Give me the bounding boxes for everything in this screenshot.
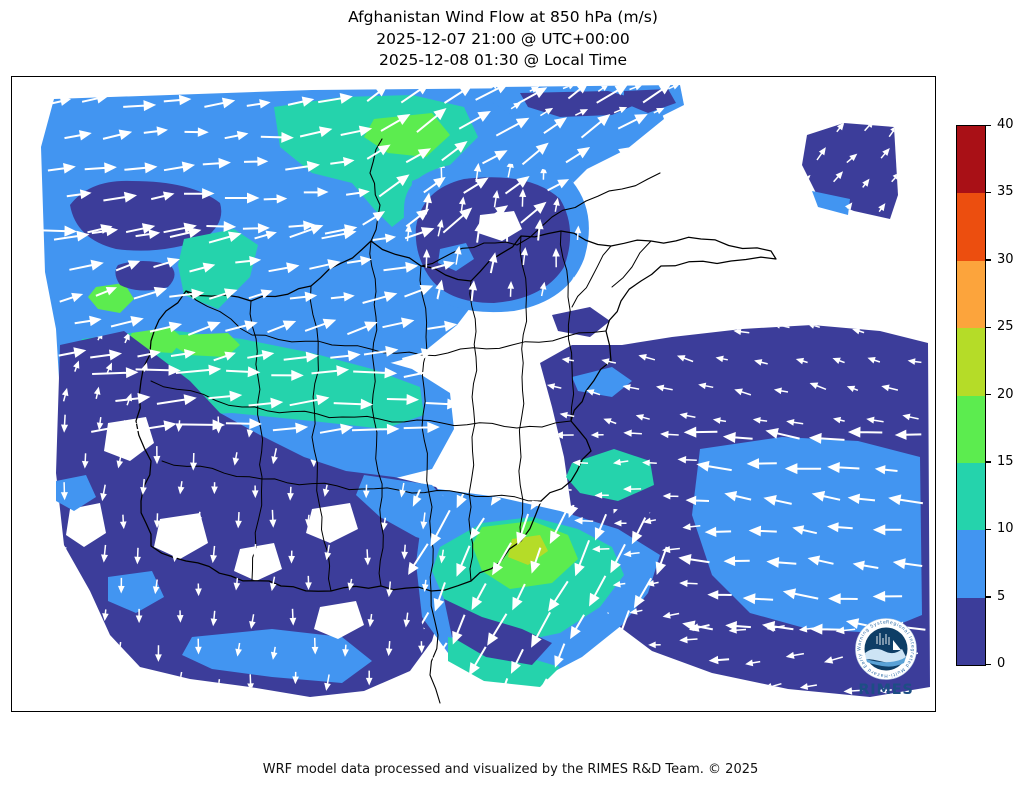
logo-seismograph-icon — [876, 633, 890, 645]
border-province-south-mid — [161, 460, 542, 502]
colorbar-ticklabel-40: 40 — [997, 117, 1014, 132]
colorbar-tickmark-15 — [986, 461, 991, 463]
border-province-v5 — [468, 280, 478, 582]
logo-sail-icon — [893, 640, 901, 650]
wind-region-ne-badakhshan-dark — [552, 307, 610, 337]
colorbar-band-10-15 — [957, 462, 985, 531]
wind-region-herat-green-a — [88, 283, 134, 313]
map-axes: Regional Integrated Multi-Hazard Early W… — [11, 76, 936, 712]
colorbar-tickmark-35 — [986, 191, 991, 194]
border-province-v2 — [309, 285, 332, 592]
wind-region-south-belt-dark-patch — [444, 599, 552, 665]
border-province-center-mid — [150, 380, 572, 429]
wind-region-sw-calm-holes — [66, 417, 364, 639]
colorbar-band-5-10 — [957, 530, 985, 598]
wind-map: Regional Integrated Multi-Hazard Early W… — [41, 82, 930, 704]
wind-region-mid-teal-diagonal — [178, 229, 258, 309]
title-line-3: 2025-12-08 01:30 @ Local Time — [378, 51, 628, 69]
colorbar-tickmark-5 — [986, 596, 991, 598]
colorbar-tickmark-10 — [986, 528, 991, 531]
border-province-ne-b — [611, 240, 652, 288]
colorbar-ticklabel-20: 20 — [997, 386, 1014, 402]
border-afghanistan-outline — [135, 230, 777, 592]
border-province-v7 — [559, 230, 575, 422]
title-line-1: Afghanistan Wind Flow at 850 hPa (m/s) — [348, 8, 658, 26]
wind-region-west-edge-blue-piece — [56, 475, 96, 511]
logo-wordmark: RIMES — [858, 682, 913, 698]
colorbar-tickmark-0 — [986, 663, 991, 665]
colorbar-ticklabel-30: 30 — [997, 251, 1014, 267]
wind-region-nw-main-5-10 — [41, 87, 664, 387]
colorbar-tickmark-40 — [986, 124, 991, 126]
colorbar-band-30-35 — [957, 193, 985, 261]
border-province-v6 — [518, 235, 528, 542]
border-province-v3 — [369, 240, 384, 587]
colorbar-band-35-40 — [957, 126, 985, 194]
colorbar-band-20-25 — [957, 328, 985, 396]
wind-region-north-ring-0-5 — [415, 177, 571, 303]
rimes-logo: Regional Integrated Multi-Hazard Early W… — [855, 618, 917, 698]
footer-credit: WRF model data processed and visualized … — [262, 762, 759, 777]
wind-arrows-nw-eastward — [41, 93, 373, 237]
colorbar-bands — [956, 125, 986, 666]
colorbar-ticklabel-0: 0 — [997, 656, 1006, 671]
wind-region-east-core-5-10 — [692, 437, 922, 633]
logo-wave-icon — [865, 648, 906, 663]
logo-wave-lower-icon — [866, 657, 906, 667]
border-province-v1 — [249, 300, 264, 581]
colorbar-tickmark-20 — [986, 394, 991, 396]
wind-arrows-herat-belt-jet — [91, 364, 460, 435]
admin-borders — [135, 138, 777, 704]
colorbar: 0 5 10 15 20 25 30 35 40 — [956, 117, 1021, 685]
wind-region-east-teal-streak — [566, 449, 654, 501]
colorbar-band-15-20 — [957, 395, 985, 463]
wind-speed-regions — [41, 85, 930, 697]
wind-region-ne-slab-blue-accent — [812, 191, 850, 215]
figure-title: Afghanistan Wind Flow at 850 hPa (m/s) 2… — [0, 7, 1006, 72]
colorbar-tickmark-25 — [986, 326, 991, 329]
title-line-2: 2025-12-07 21:00 @ UTC+00:00 — [376, 29, 630, 48]
wind-arrows-nw-northeastward — [362, 82, 672, 234]
colorbar-ticklabel-5: 5 — [997, 588, 1006, 604]
wind-region-sw-blue-accent-b — [182, 629, 372, 683]
wind-arrows-east-core-westward — [678, 426, 926, 635]
colorbar-band-25-30 — [957, 260, 985, 329]
border-border-iran-pakistan — [429, 590, 441, 704]
border-border-amu-darya — [420, 241, 518, 267]
colorbar-tickmark-30 — [986, 259, 991, 261]
colorbar-ticklabel-35: 35 — [997, 184, 1014, 200]
wind-arrows-south-belt-ssw — [408, 489, 668, 689]
wind-region-nw-calm-small-0-5 — [115, 261, 175, 291]
colorbar-ticklabel-10: 10 — [997, 521, 1014, 537]
wind-arrows-nw-mid — [53, 224, 458, 363]
colorbar-ticklabel-25: 25 — [997, 319, 1014, 335]
border-province-ne-a — [571, 245, 612, 308]
colorbar-ticklabel-15: 15 — [997, 453, 1014, 469]
colorbar-band-0-5 — [957, 597, 985, 665]
